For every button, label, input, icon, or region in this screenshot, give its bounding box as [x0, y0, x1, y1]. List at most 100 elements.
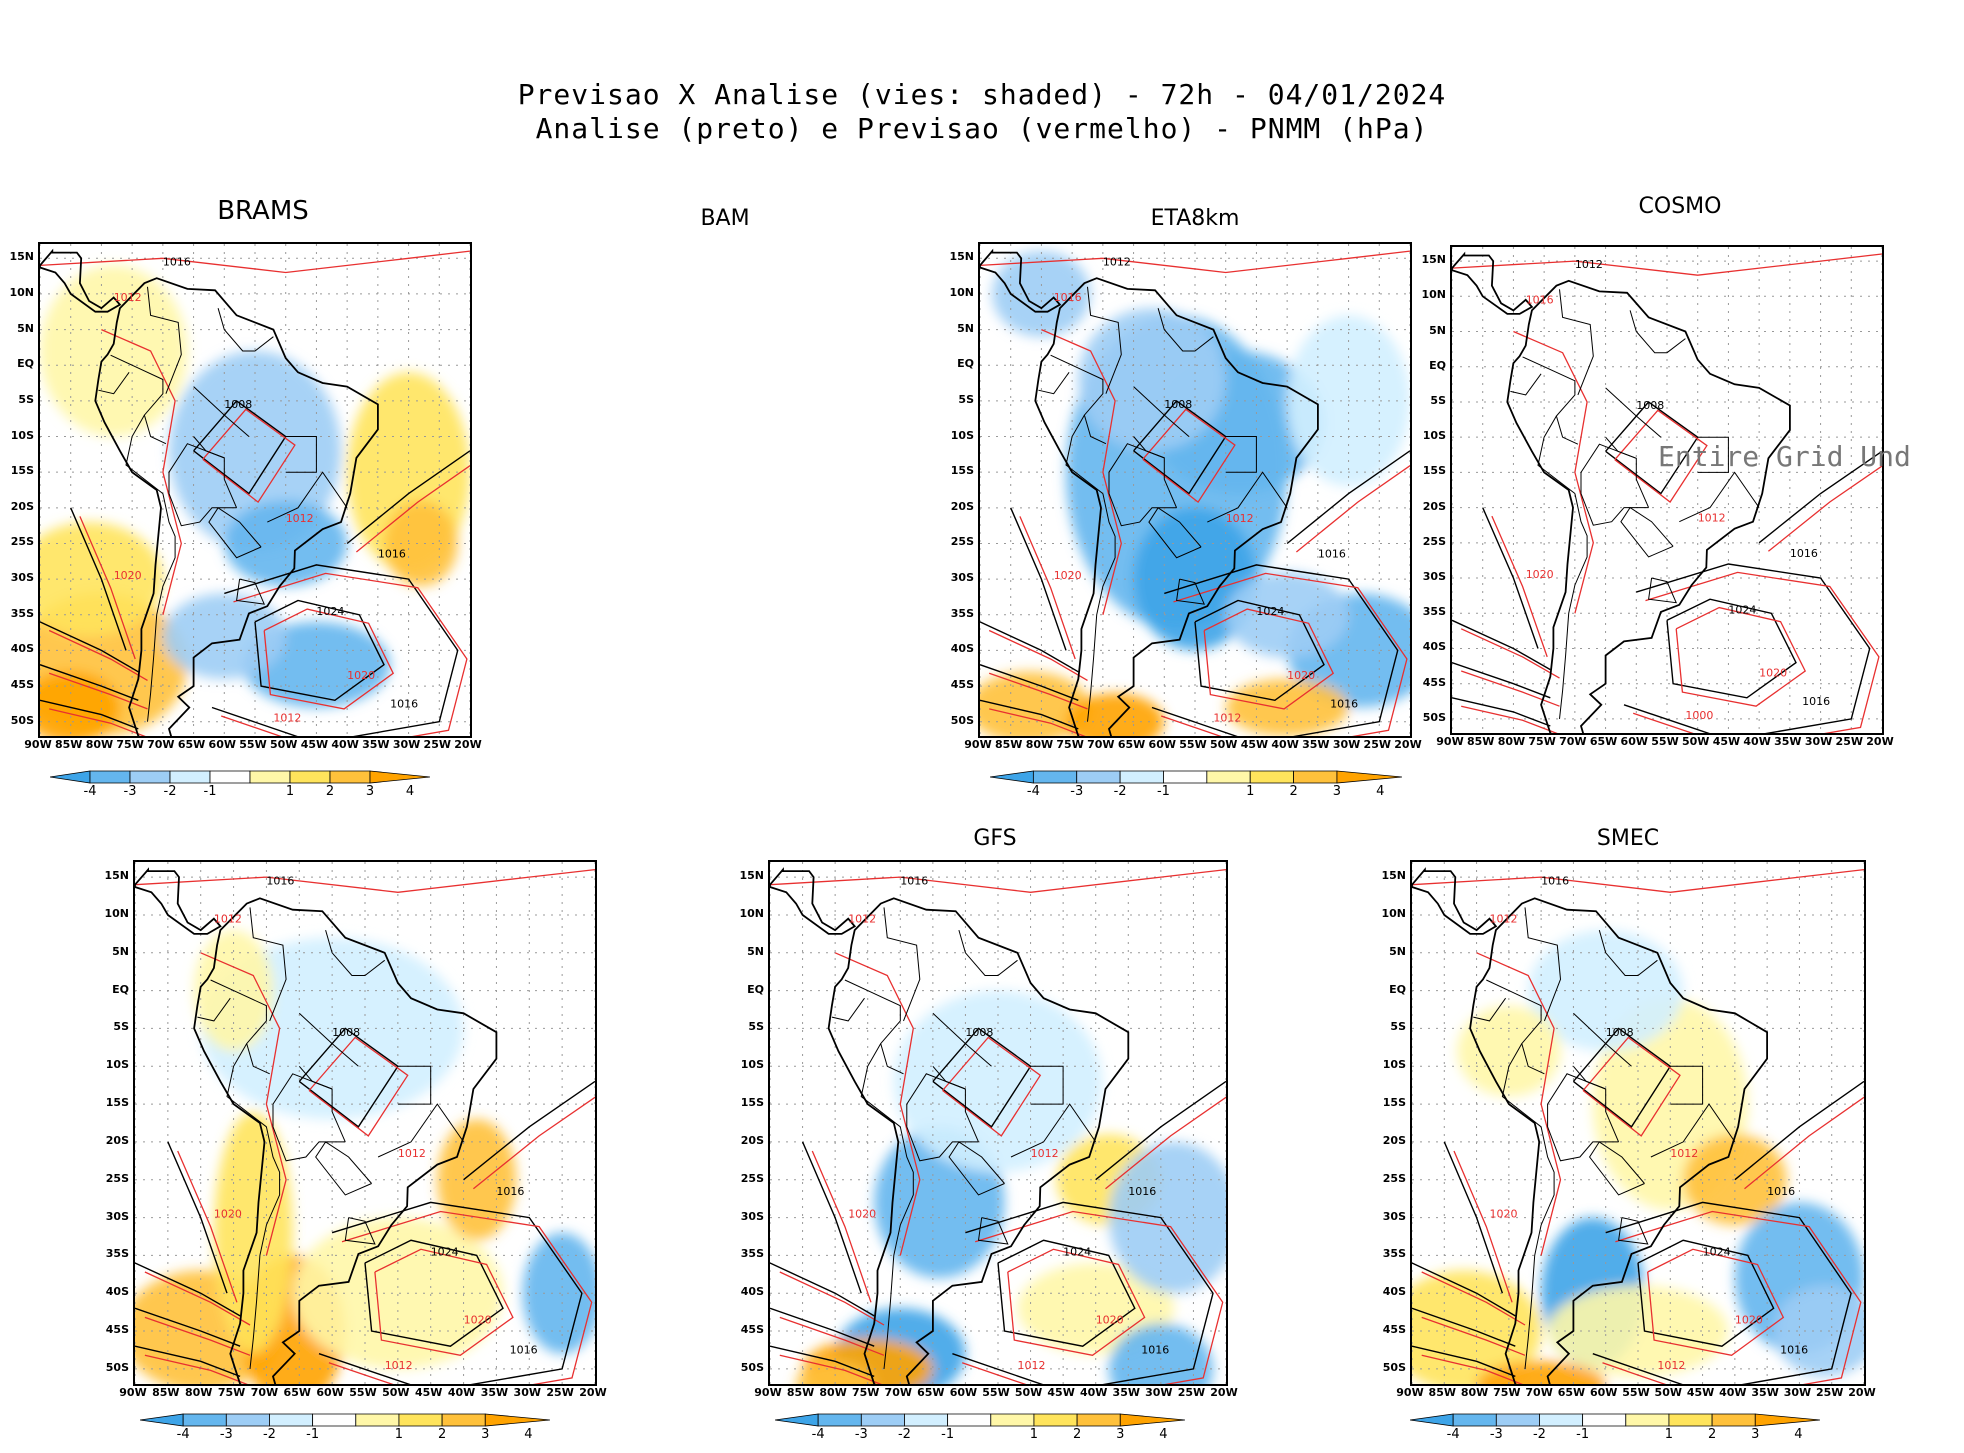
forecast-isobar — [263, 608, 395, 710]
colorbar-swatch — [1711, 1413, 1756, 1427]
lon-tick-label: 35W — [1774, 735, 1802, 748]
colorbar-swatch — [182, 1413, 227, 1427]
bias-shade-3 — [1078, 308, 1226, 451]
forecast-isobar — [1647, 1248, 1785, 1356]
lon-tick-label: 35W — [1112, 1386, 1140, 1399]
lat-tick-label: 35S — [105, 1247, 129, 1261]
forecast-isobar — [374, 1248, 514, 1356]
lat-tick-label: 40S — [740, 1285, 764, 1299]
lat-tick-label: 10S — [1422, 429, 1446, 443]
lon-tick-label: 50W — [1681, 735, 1710, 748]
contour-label: 1016 — [1054, 291, 1082, 304]
lat-tick-label: 5S — [958, 392, 974, 406]
contour-label: 1016 — [1318, 548, 1346, 561]
contour-label: 1016 — [510, 1344, 538, 1357]
colorbar-swatch — [269, 1413, 314, 1427]
forecast-isobar — [961, 1210, 1224, 1384]
colorbar-swatch — [947, 1413, 992, 1427]
colorbar-tick-label: -4 — [83, 784, 97, 799]
lon-tick-label: 70W — [147, 738, 175, 751]
lon-tick-label: 90W — [964, 738, 992, 751]
country-border — [125, 414, 164, 494]
analysis-isobar — [1194, 599, 1325, 702]
colorbar-swatch — [441, 1413, 486, 1427]
colorbar-tick-label: 2 — [1072, 1427, 1082, 1442]
country-border — [1559, 493, 1588, 719]
lat-tick-label: EQ — [17, 357, 34, 371]
forecast-isobar — [308, 1036, 409, 1137]
lon-tick-label: 75W — [1493, 1386, 1521, 1399]
contour-label: 1020 — [114, 569, 142, 582]
lon-tick-label: 55W — [1622, 1386, 1650, 1399]
analysis-isobar — [980, 621, 1079, 673]
map-panel-eta8km: 1012 1016 1008 1012 1016 1020 1024 1020 1016 1012 — [978, 242, 1412, 738]
lat-tick-label: 15S — [1422, 464, 1446, 478]
country-border — [1473, 997, 1507, 1022]
map-panel-gfs: 1016 1012 1008 1012 1016 1020 1024 1020 1016 1012 — [768, 860, 1228, 1386]
colorbar-tick-label: 1 — [394, 1427, 404, 1442]
lat-tick-label: 10N — [739, 906, 764, 920]
country-border — [1620, 506, 1674, 558]
forecast-isobar — [1460, 628, 1560, 679]
lat-tick-label: 50S — [740, 1360, 764, 1374]
colorbar-tick-label: -3 — [1489, 1427, 1503, 1442]
forecast-isobar — [1421, 1316, 1526, 1356]
colorbar-swatch — [50, 770, 91, 784]
lat-tick-label: 5N — [1389, 944, 1406, 958]
lon-tick-label: 85W — [786, 1386, 815, 1399]
contour-label: 1016 — [1128, 1185, 1156, 1198]
panel-title-cosmo: COSMO — [1638, 194, 1722, 219]
bias-shade-3 — [40, 265, 188, 437]
colorbar-swatch — [904, 1413, 949, 1427]
bias-shade-3 — [292, 1217, 503, 1369]
lon-tick-label: 65W — [177, 738, 206, 751]
country-border — [1605, 387, 1662, 438]
colorbar-swatch — [775, 1413, 819, 1427]
lon-tick-label: 25W — [1363, 738, 1391, 751]
central-america-coastline — [1452, 251, 1534, 315]
country-border — [1207, 471, 1288, 523]
colorbar-tick-label: 1 — [1664, 1427, 1674, 1442]
lon-tick-label: 50W — [1654, 1386, 1682, 1399]
country-border — [1148, 507, 1202, 559]
country-border — [298, 1012, 359, 1067]
lon-tick-label: 85W — [54, 738, 83, 751]
lon-tick-label: 20W — [1866, 735, 1894, 748]
analysis-isobar — [1452, 697, 1551, 727]
lat-tick-label: 5N — [17, 321, 34, 335]
analysis-isobar — [1734, 1080, 1864, 1181]
contour-label: 1024 — [1703, 1245, 1731, 1258]
forecast-isobar — [144, 1316, 251, 1356]
lon-tick-label: 60W — [1620, 735, 1648, 748]
undefined-grid-note: Entire Grid Und — [1658, 440, 1911, 473]
country-border — [267, 471, 348, 523]
colorbar-swatch — [312, 1413, 357, 1427]
country-border — [1573, 1012, 1632, 1067]
lat-tick-label: 10S — [740, 1058, 764, 1072]
country-border — [236, 578, 266, 605]
lat-tick-label: 15N — [949, 250, 974, 264]
analysis-isobar — [70, 507, 127, 651]
contour-label: 1012 — [398, 1147, 426, 1160]
contour-label: 1008 — [332, 1026, 360, 1039]
contour-label: 1000 — [1685, 709, 1713, 722]
contour-label: 1016 — [1141, 1344, 1169, 1357]
lat-tick-label: 25S — [105, 1171, 129, 1185]
lat-tick-label: 20S — [740, 1133, 764, 1147]
country-border — [1133, 436, 1165, 459]
colorbar-svg — [140, 1413, 550, 1427]
south-america-coastline — [1506, 279, 1791, 733]
forecast-isobar — [1142, 408, 1236, 504]
colorbar-brams: -4 -3 -2 -1 1 2 3 4 — [50, 770, 430, 810]
contour-label: 1024 — [1063, 1245, 1091, 1258]
bias-shade-1 — [1683, 1134, 1787, 1226]
colorbar-tick-label: 4 — [1794, 1427, 1803, 1442]
forecast-isobar — [220, 572, 468, 736]
lat-tick-label: 40S — [105, 1285, 129, 1299]
lat-tick-label: 30S — [105, 1209, 129, 1223]
lon-tick-label: 60W — [949, 1386, 978, 1399]
lon-tick-label: 75W — [217, 1386, 246, 1399]
lat-tick-label: 10N — [9, 285, 34, 299]
lon-tick-label: 90W — [24, 738, 52, 751]
forecast-isobar — [144, 1354, 248, 1384]
